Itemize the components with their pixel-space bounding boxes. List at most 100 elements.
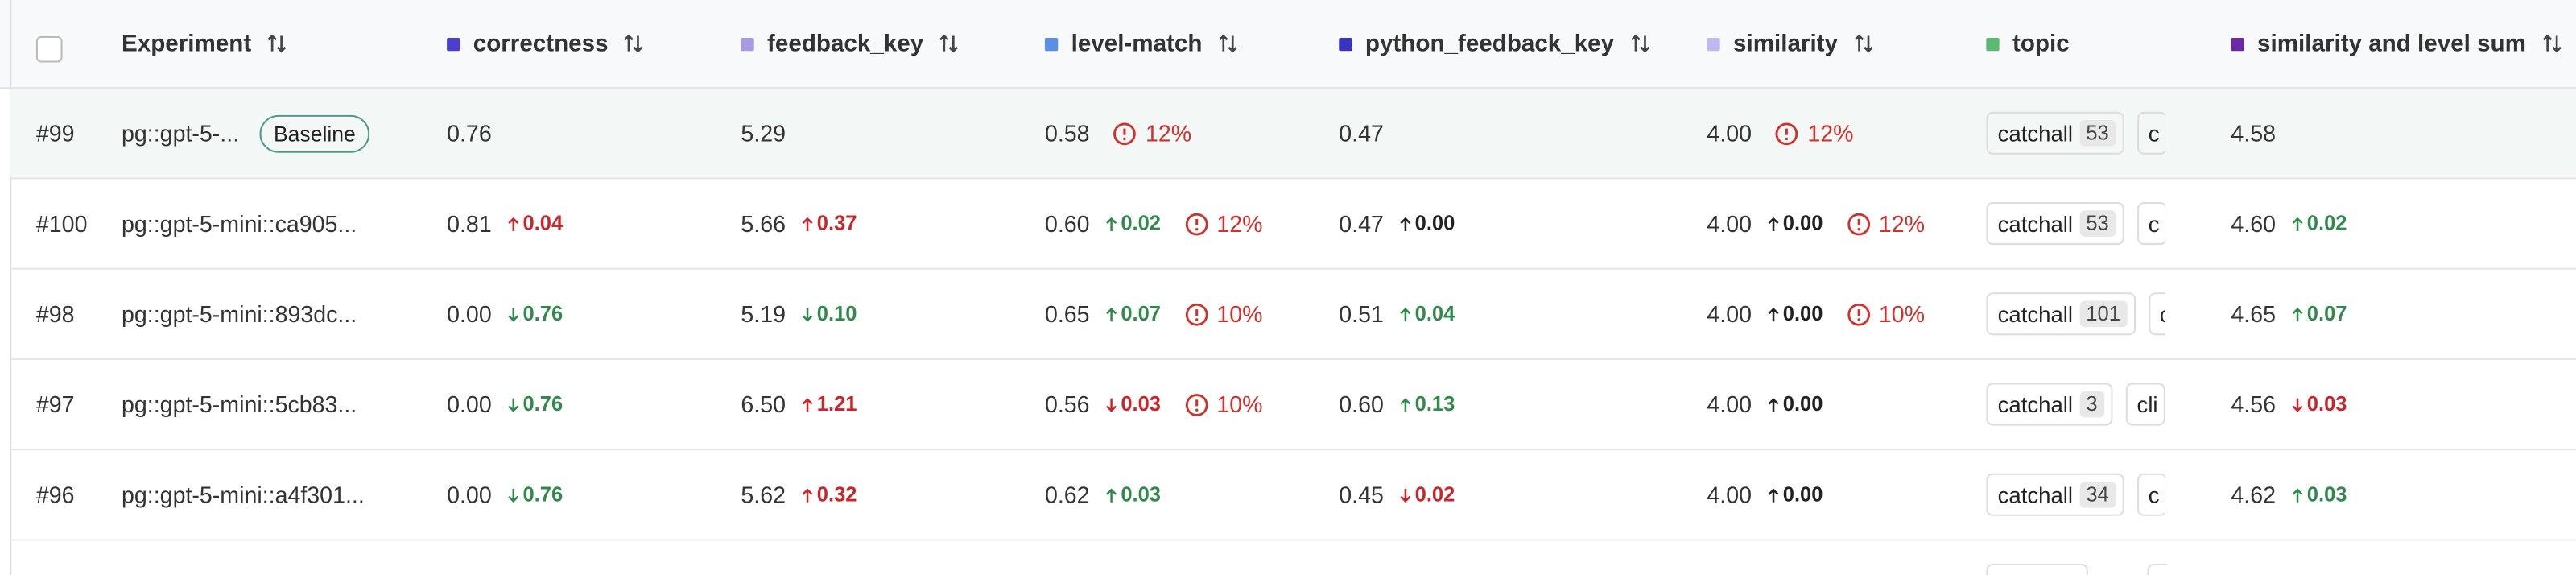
id-cell: #99 [36,89,75,177]
column-color [741,36,754,51]
metric-delta: 0.03 [2289,483,2347,507]
metric-cell: 0.56 0.03 10% [1045,360,1263,449]
metric-cell: 0.62 0.03 [1045,450,1161,539]
column-header[interactable]: feedback_key [741,0,961,87]
metric-cell: 0.58 12% [1045,89,1191,177]
sort-icon [1218,34,1237,53]
delta-value: 0.02 [1121,212,1162,235]
metric-cell: 4.60 0.02 [2231,179,2347,267]
experiment-name: pg::gpt-5-mini::ca905... [122,210,357,237]
metric-delta: 0.07 [2289,302,2347,326]
topic-tag: catchall 53 [1986,202,2124,246]
warning-icon [1185,302,1208,325]
delta-arrow [508,487,519,503]
baseline-badge: Baseline [258,114,371,152]
tag-label: catchall [1997,391,2074,417]
sort-icon [624,34,643,53]
metric-value: 5.62 [741,481,786,508]
delta-arrow [508,397,519,412]
error-rate-value: 10% [1216,391,1263,418]
delta-value: 1.21 [816,392,857,416]
experiment-cell: pg::gpt-5-... Baseline [122,89,371,177]
metric-delta: 0.04 [505,212,563,235]
metric-value: 0.60 [1044,210,1090,237]
delta-value: 0.02 [1414,482,1455,507]
metric-cell: 0.47 0.00 [1339,179,1455,267]
column-header[interactable]: similarity [1707,0,1876,87]
column-color [1044,36,1059,51]
column-header[interactable]: level-match [1044,0,1240,87]
topic-tag: c [2136,202,2165,246]
delta-value: 0.03 [1121,482,1162,507]
metric-delta: 0.76 [505,393,563,416]
column-header[interactable]: python_feedback_key [1339,0,1652,87]
row-id: #100 [35,210,88,237]
metric-value: 0.00 [447,481,492,508]
table-row[interactable]: #96 pg::gpt-5-mini::a4f301... 0.00 0.76 5.62… [10,450,2576,541]
column-header[interactable]: correctness [447,0,646,87]
experiment-name: pg::gpt-5-... [122,119,240,147]
row-id: #96 [35,481,75,508]
select-all-checkbox[interactable] [35,35,63,63]
delta-arrow [1769,216,1780,230]
metric-value: 5.66 [741,210,786,237]
metric-delta: 0.13 [1397,393,1455,416]
column-title: Experiment [122,30,252,57]
metric-delta: 0.00 [1397,212,1455,235]
topic-tag: c [2136,111,2165,155]
metric-cell: 4.58 [2231,89,2276,177]
delta-value: 0.00 [1782,482,1823,507]
column-color [1707,36,1720,51]
topic-tag: cli [2125,383,2165,426]
delta-arrow [1400,216,1411,230]
delta-arrow [1106,397,1117,412]
delta-value: 0.32 [816,482,857,507]
metric-value: 0.58 [1044,119,1090,147]
topic-tag: c [2136,473,2165,516]
topic-tag: catchall 34 [1986,473,2124,516]
delta-arrow [1769,306,1780,321]
metric-cell: 0.76 [447,89,492,177]
metric-value: 4.00 [1707,300,1752,328]
metric-value: 0.51 [1339,300,1384,328]
warning-icon [1185,393,1208,416]
metric-cell: 0.47 [1339,89,1384,177]
metric-cell: 0.51 0.04 [1339,270,1455,358]
column-header[interactable]: similarity and level sum [2231,0,2563,87]
error-rate-value: 12% [1145,119,1192,147]
delta-value: 0.10 [816,302,857,326]
error-rate-value: 12% [1807,119,1854,147]
delta-value: 0.07 [2306,302,2347,326]
delta-value: 0.76 [522,482,564,507]
metric-delta: 0.02 [1397,483,1455,507]
metric-cell: 4.00 0.00 [1707,360,1823,449]
delta-arrow [2293,216,2304,230]
table-row[interactable]: #100 pg::gpt-5-mini::ca905... 0.81 0.04 5.66… [10,179,2576,270]
warning-icon [1847,302,1870,325]
row-id: #98 [35,300,75,328]
table-header [0,0,2576,89]
metric-cell: 4.00 12% [1707,89,1853,177]
tag-label: c [2160,301,2165,326]
warning-icon [1776,122,1798,145]
metric-value: 5.19 [741,300,786,328]
delta-arrow [2293,397,2304,412]
sort-icon [1854,34,1873,53]
table-row[interactable]: #97 pg::gpt-5-mini::5cb83... 0.00 0.76 6.50 1… [10,360,2576,451]
tag-label: c [2148,482,2160,507]
metric-delta: 0.04 [1397,303,1455,325]
metric-delta: 0.37 [799,212,857,235]
metric-value: 4.58 [2231,119,2277,147]
metric-delta: 0.03 [1103,393,1161,416]
table-row[interactable]: #99 pg::gpt-5-... Baseline 0.76 5.29 0.58 12% 0… [10,89,2576,180]
topic-tag: c [2148,292,2165,336]
column-header[interactable]: topic [1986,0,2070,87]
column-header[interactable]: Experiment [122,0,289,87]
experiment-name: pg::gpt-5-mini::a4f301... [122,481,365,508]
table-row[interactable]: #98 pg::gpt-5-mini::893dc... 0.00 0.76 5.19 0… [10,270,2576,360]
delta-arrow [803,216,814,230]
metric-cell: 0.00 0.76 [447,360,563,449]
metric-value: 0.00 [447,300,492,328]
